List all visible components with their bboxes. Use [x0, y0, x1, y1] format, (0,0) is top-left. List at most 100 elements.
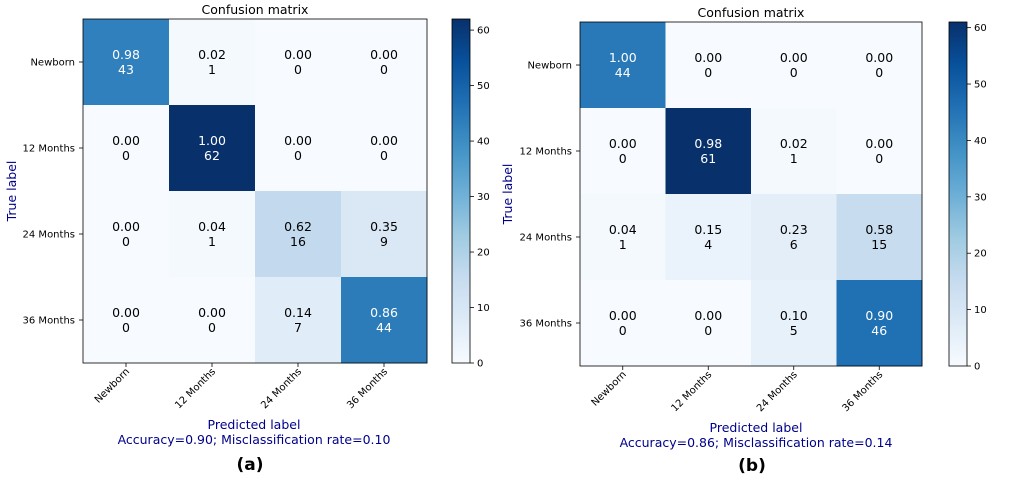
- cell-rate-label: 0.98: [694, 136, 722, 151]
- heatmap-cell-r2-c3: [836, 194, 923, 281]
- cell-rate-label: 1.00: [609, 50, 637, 65]
- heatmap-cell-r0-c1: [665, 22, 752, 109]
- colorbar: [451, 18, 471, 364]
- cell-count-label: 0: [122, 148, 130, 163]
- y-tick-label: 12 Months: [23, 144, 75, 155]
- heatmap-cell-r1-c2: [255, 105, 342, 192]
- chart-title: Confusion matrix: [202, 2, 309, 17]
- cell-rate-label: 0.86: [370, 305, 398, 320]
- cell-count-label: 0: [294, 148, 302, 163]
- heatmap-cell-r3-c0: [83, 277, 170, 364]
- heatmap-cell-r0-c0: [83, 19, 170, 106]
- cell-count-label: 0: [875, 65, 883, 80]
- cell-rate-label: 0.00: [865, 136, 893, 151]
- cell-rate-label: 0.04: [198, 219, 226, 234]
- cell-rate-label: 0.00: [609, 308, 637, 323]
- cell-count-label: 1: [208, 234, 216, 249]
- cell-rate-label: 0.00: [284, 47, 312, 62]
- colorbar-tick-label: 50: [974, 80, 987, 91]
- y-tick-label: 36 Months: [520, 319, 572, 330]
- cell-rate-label: 0.00: [370, 133, 398, 148]
- y-tick-label: 24 Months: [520, 233, 572, 244]
- y-tick-label: 36 Months: [23, 316, 75, 327]
- colorbar: [948, 21, 968, 367]
- colorbar-tick-label: 40: [477, 137, 490, 148]
- cell-count-label: 46: [871, 323, 887, 338]
- y-axis-label: True label: [500, 164, 515, 226]
- heatmap-cell-r3-c2: [751, 280, 837, 367]
- cell-count-label: 6: [790, 237, 798, 252]
- heatmap-cell-r1-c1: [665, 108, 752, 195]
- cell-count-label: 0: [380, 62, 388, 77]
- cell-rate-label: 0.23: [780, 222, 808, 237]
- cell-rate-label: 0.98: [112, 47, 140, 62]
- heatmap-cell-r0-c2: [255, 19, 342, 106]
- heatmap-cell-r1-c1: [169, 105, 256, 192]
- cell-count-label: 0: [380, 148, 388, 163]
- plot-frame: [82, 18, 428, 364]
- cell-count-label: 0: [122, 234, 130, 249]
- heatmap-cell-r0-c1: [169, 19, 256, 106]
- heatmap-cell-r0-c3: [341, 19, 428, 106]
- heatmap-cell-r1-c3: [836, 108, 923, 195]
- cell-rate-label: 0.00: [694, 50, 722, 65]
- heatmap-cell-r3-c0: [580, 280, 666, 367]
- x-tick-label: 12 Months: [669, 369, 714, 414]
- panel-label: (b): [738, 456, 766, 476]
- colorbar-tick-label: 20: [477, 248, 490, 259]
- cell-count-label: 0: [619, 323, 627, 338]
- cell-rate-label: 0.00: [198, 305, 226, 320]
- plot-frame: [579, 21, 923, 367]
- cell-count-label: 0: [122, 320, 130, 335]
- heatmap-cell-r2-c1: [169, 191, 256, 278]
- heatmap-cell-r1-c2: [751, 108, 837, 195]
- accuracy-summary: Accuracy=0.90; Misclassification rate=0.…: [118, 432, 391, 447]
- colorbar-tick-label: 30: [974, 192, 987, 203]
- cell-count-label: 16: [290, 234, 306, 249]
- cell-count-label: 7: [294, 320, 302, 335]
- cell-count-label: 4: [704, 237, 712, 252]
- confusion-matrix-panel-b: Confusion matrix1.00440.0000.0000.0000.0…: [500, 5, 987, 476]
- cell-rate-label: 0.15: [694, 222, 722, 237]
- y-tick-label: 12 Months: [520, 147, 572, 158]
- cell-rate-label: 0.02: [198, 47, 226, 62]
- accuracy-summary: Accuracy=0.86; Misclassification rate=0.…: [620, 435, 893, 450]
- colorbar-tick-label: 60: [974, 23, 987, 34]
- colorbar-tick-label: 30: [477, 192, 490, 203]
- cell-count-label: 0: [875, 151, 883, 166]
- x-axis-label: Predicted label: [710, 420, 803, 435]
- heatmap-cell-r3-c1: [169, 277, 256, 364]
- x-tick-label: 24 Months: [755, 369, 800, 414]
- cell-count-label: 61: [700, 151, 716, 166]
- x-tick-label: 24 Months: [259, 366, 304, 411]
- cell-rate-label: 0.00: [284, 133, 312, 148]
- cell-rate-label: 0.00: [112, 219, 140, 234]
- heatmap-cell-r2-c2: [255, 191, 342, 278]
- cell-count-label: 1: [208, 62, 216, 77]
- y-axis-label: True label: [4, 161, 19, 223]
- cell-rate-label: 0.00: [370, 47, 398, 62]
- cell-rate-label: 0.00: [694, 308, 722, 323]
- cell-count-label: 0: [704, 65, 712, 80]
- cell-count-label: 9: [380, 234, 388, 249]
- heatmap-cell-r3-c1: [665, 280, 752, 367]
- colorbar-tick-label: 40: [974, 136, 987, 147]
- cell-rate-label: 0.62: [284, 219, 312, 234]
- cell-count-label: 43: [118, 62, 134, 77]
- x-tick-label: Newborn: [590, 369, 629, 408]
- y-tick-label: Newborn: [527, 61, 572, 72]
- cell-count-label: 0: [790, 65, 798, 80]
- colorbar-tick-label: 60: [477, 26, 490, 37]
- cell-count-label: 15: [871, 237, 887, 252]
- colorbar-tick-label: 20: [974, 249, 987, 260]
- cell-count-label: 62: [204, 148, 220, 163]
- cell-count-label: 1: [619, 237, 627, 252]
- cell-rate-label: 0.14: [284, 305, 312, 320]
- chart-title: Confusion matrix: [698, 5, 805, 20]
- heatmap-cell-r2-c0: [83, 191, 170, 278]
- cell-rate-label: 0.00: [112, 305, 140, 320]
- y-tick-label: 24 Months: [23, 230, 75, 241]
- cell-rate-label: 0.04: [609, 222, 637, 237]
- cell-count-label: 44: [615, 65, 631, 80]
- confusion-matrix-panel-a: Confusion matrix0.98430.0210.0000.0000.0…: [4, 2, 490, 475]
